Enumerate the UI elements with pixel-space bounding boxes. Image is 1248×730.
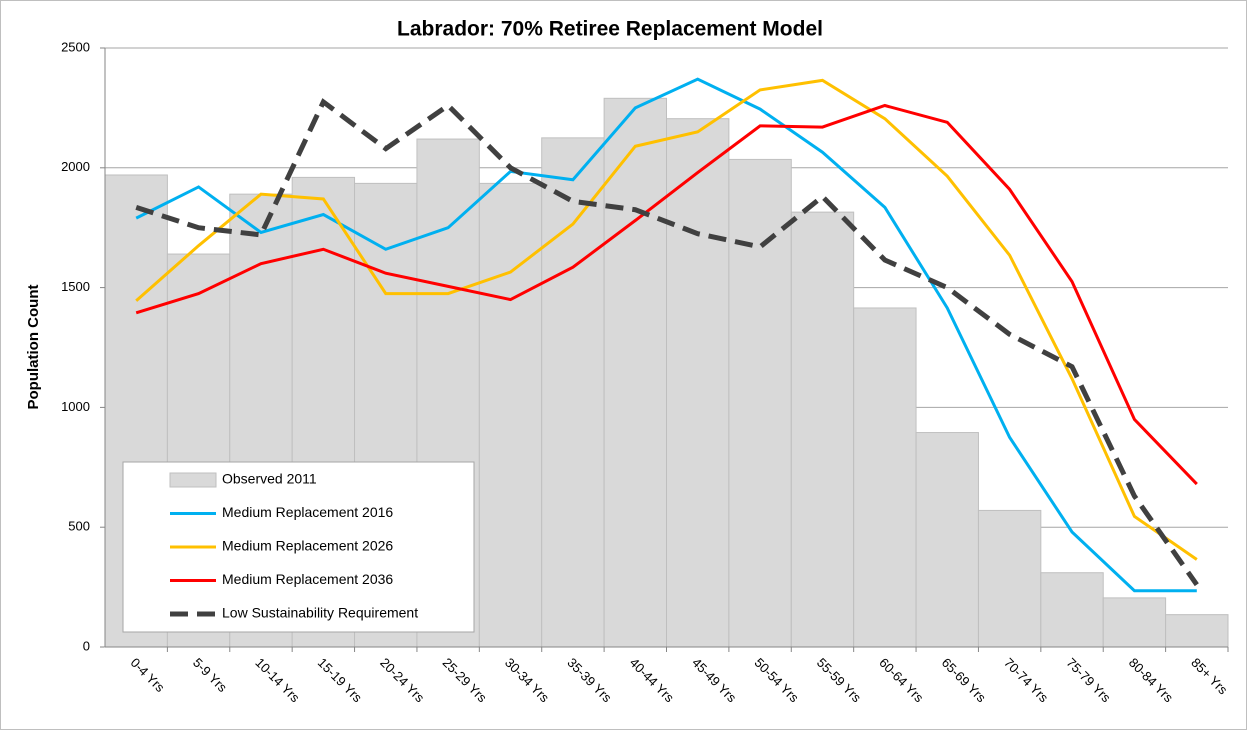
bar [728, 158, 792, 648]
legend-label: Low Sustainability Requirement [222, 605, 418, 621]
bar [478, 182, 543, 648]
legend: Observed 2011 Medium Replacement 2016 Medi… [122, 461, 475, 633]
y-tick-label: 2000 [61, 159, 90, 174]
y-tick-label: 0 [83, 638, 90, 653]
bar [790, 211, 855, 648]
bar [853, 307, 917, 648]
series-line [135, 103, 1198, 486]
y-tick-label: 1000 [61, 399, 90, 414]
bar [1040, 572, 1104, 648]
legend-label: Medium Replacement 2016 [222, 504, 393, 520]
bar [915, 432, 979, 648]
y-tick-label: 2500 [61, 39, 90, 54]
legend-label: Medium Replacement 2036 [222, 571, 393, 587]
chart-title: Labrador: 70% Retiree Replacement Model [397, 18, 823, 41]
legend-label: Observed 2011 [222, 471, 317, 487]
y-tick-label: 500 [68, 519, 90, 534]
bar [603, 97, 667, 648]
legend-swatch [169, 472, 217, 488]
y-tick-label: 1500 [61, 279, 90, 294]
series-line [135, 77, 1197, 593]
series-line [135, 78, 1198, 561]
bar [1102, 597, 1167, 648]
bar [666, 118, 730, 648]
bar [541, 137, 605, 648]
bar [977, 509, 1042, 648]
bar [1165, 614, 1229, 648]
y-axis-label: Population Count [25, 285, 42, 410]
legend-label: Medium Replacement 2026 [222, 538, 393, 554]
series-line [135, 98, 1199, 587]
